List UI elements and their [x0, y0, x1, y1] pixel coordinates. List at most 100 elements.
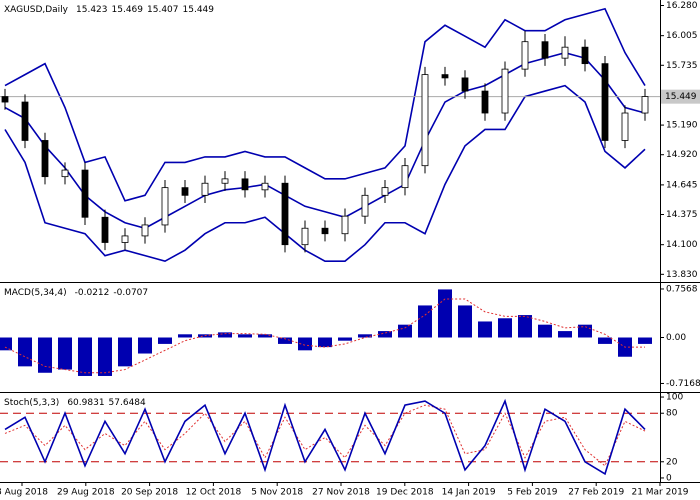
y-tick-label: 16.005: [666, 31, 698, 41]
x-tick-label: 5 Nov 2018: [251, 488, 303, 498]
candle-body: [301, 227, 309, 246]
macd-bar: [418, 305, 432, 338]
candle-body: [441, 74, 449, 79]
x-tick-label: 19 Dec 2018: [376, 488, 434, 498]
candle-body: [81, 169, 89, 218]
candle-body: [581, 46, 589, 65]
x-tick-label: 27 Nov 2018: [312, 488, 370, 498]
macd-bar: [598, 337, 612, 344]
candle-body: [1, 96, 9, 103]
candle-body: [341, 215, 349, 235]
y-tick-label: 0.00: [666, 333, 686, 343]
x-tick-label: 14 Jan 2019: [442, 488, 496, 498]
x-tick-label: 27 Feb 2019: [568, 488, 624, 498]
y-tick-label: 20: [666, 457, 678, 467]
macd-bar: [138, 337, 152, 354]
macd-bar: [178, 334, 192, 338]
header-title: XAGUSD,Daily: [4, 5, 69, 15]
candle-body: [181, 187, 189, 196]
header-value: 15.449: [183, 5, 215, 15]
macd-bar: [238, 334, 252, 338]
macd-bar: [78, 337, 92, 376]
y-tick-label: 0.7568: [666, 284, 698, 294]
candle-body: [61, 169, 69, 178]
y-tick-label: 13.830: [666, 270, 698, 280]
candle-body: [101, 216, 109, 243]
macd-bar: [538, 324, 552, 338]
candle-body: [221, 178, 229, 184]
candle-body: [401, 165, 409, 189]
candle-body: [461, 77, 469, 92]
d-line: [4, 404, 646, 467]
y-tick-label: 14.100: [666, 240, 698, 250]
y-tick-label: 0: [666, 473, 672, 483]
candle-body: [361, 194, 369, 217]
y-tick-label: 14.645: [666, 180, 698, 190]
candle-body: [421, 74, 429, 167]
band-upper: [4, 7, 646, 202]
header-value: 15.423: [76, 5, 108, 15]
macd-bar: [38, 337, 52, 373]
y-tick-label: 15.190: [666, 121, 698, 131]
candle-body: [141, 224, 149, 237]
candle-body: [321, 227, 329, 235]
header-value: 15.469: [112, 5, 144, 15]
x-tick-label: 8 Aug 2018: [0, 488, 48, 498]
candle-body: [621, 112, 629, 141]
y-tick-label: 15.735: [666, 61, 698, 71]
candle-body: [121, 235, 129, 243]
k-line: [4, 398, 646, 476]
candle-body: [201, 182, 209, 196]
macd-bar: [518, 315, 532, 338]
macd-bar: [458, 305, 472, 338]
candle-body: [41, 140, 49, 178]
candle-body: [161, 187, 169, 226]
macd-bar: [358, 334, 372, 338]
x-tick-label: 12 Oct 2018: [186, 488, 242, 498]
candle-body: [641, 96, 649, 114]
header-title: MACD(5,34,4): [4, 288, 67, 298]
macd-bar: [58, 337, 72, 370]
x-tick-label: 20 Sep 2018: [121, 488, 178, 498]
macd-bar: [298, 337, 312, 351]
macd-bar: [258, 334, 272, 338]
candle-body: [601, 63, 609, 141]
macd-bar: [0, 337, 12, 351]
band-lower: [4, 84, 646, 263]
candle-body: [501, 68, 509, 114]
macd-bar: [18, 337, 32, 367]
header-value: -0.0707: [113, 288, 148, 298]
y-tick-label: 14.920: [666, 150, 698, 160]
candle-body: [541, 41, 549, 59]
y-tick-label: 16.280: [666, 1, 698, 11]
macd-bar: [498, 318, 512, 338]
macd-bar: [218, 332, 232, 338]
panel-header: MACD(5,34,4) -0.0212 -0.0707: [4, 288, 148, 298]
macd-bar: [318, 337, 332, 348]
candle-body: [381, 187, 389, 196]
macd-bar: [158, 337, 172, 344]
macd-bar: [338, 337, 352, 341]
macd-bar: [118, 337, 132, 367]
macd-bar: [98, 337, 112, 376]
panel-header: Stoch(5,3,3) 60.9831 57.6484: [4, 398, 146, 408]
candle-body: [21, 101, 29, 141]
candle-body: [481, 90, 489, 114]
candle-body: [521, 41, 529, 70]
macd-bar: [558, 331, 572, 338]
last-price-label: 15.449: [665, 92, 697, 102]
header-value: 57.6484: [109, 398, 146, 408]
header-value: 60.9831: [67, 398, 104, 408]
macd-bar: [638, 337, 652, 344]
x-tick-label: 5 Feb 2019: [507, 488, 558, 498]
header-value: 15.407: [147, 5, 179, 15]
panel-header: XAGUSD,Daily 15.423 15.469 15.407 15.449: [4, 5, 214, 15]
last-price-box: [661, 89, 700, 104]
macd-bar: [478, 321, 492, 338]
macd-bar: [578, 324, 592, 338]
header-title: Stoch(5,3,3): [4, 398, 59, 408]
y-tick-label: 100: [666, 393, 683, 403]
candle-body: [561, 46, 569, 59]
